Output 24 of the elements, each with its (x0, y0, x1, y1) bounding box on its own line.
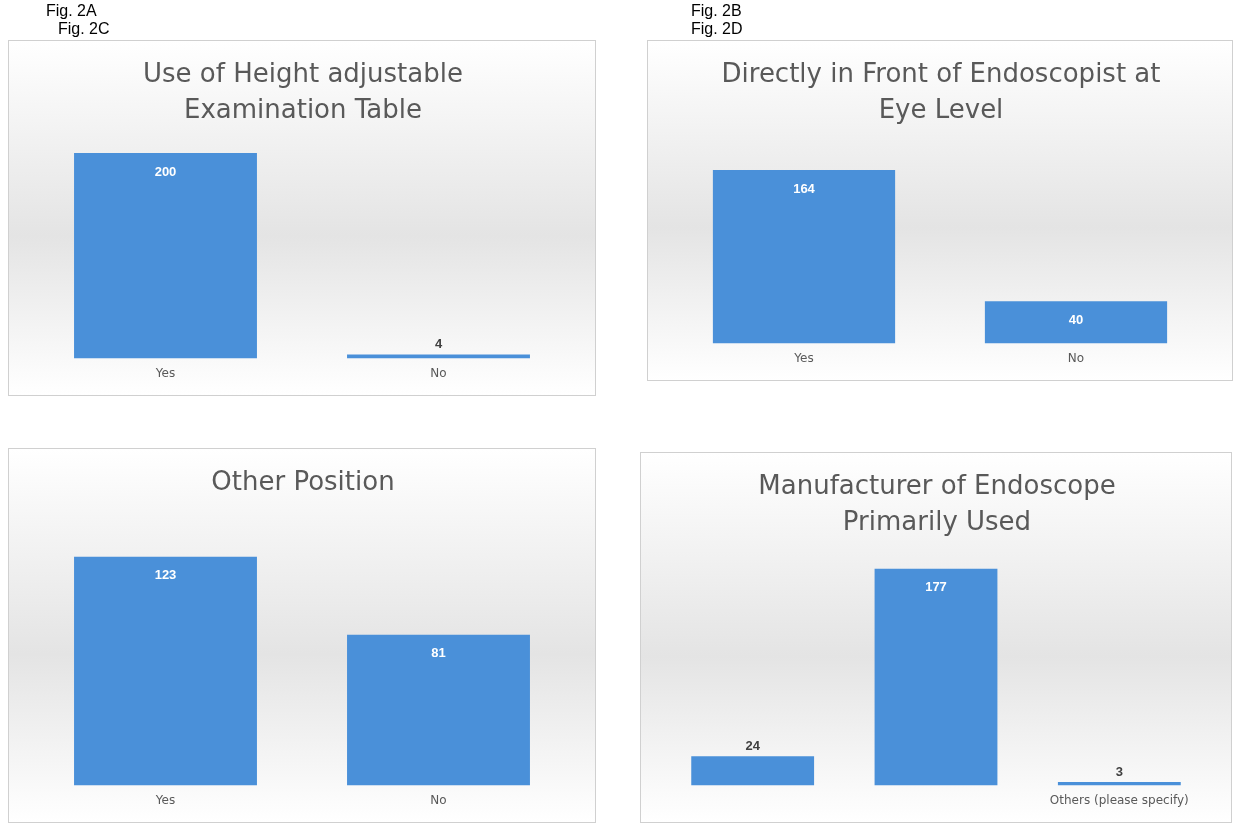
caption: Fig. 2D (691, 20, 743, 38)
data-label: 3 (1115, 763, 1123, 779)
x-tick-label: Yes (154, 365, 176, 380)
x-tick-label: No (430, 365, 447, 380)
data-label: 40 (1068, 311, 1084, 327)
x-tick-label: Yes (154, 792, 176, 807)
data-label: 81 (431, 645, 446, 661)
chart-title: Other Position (210, 465, 396, 498)
data-label: 164 (793, 180, 816, 196)
data-label: 4 (434, 336, 443, 352)
x-tick-label: No (1067, 350, 1085, 365)
chart-title: Directly in Front of Endoscopist at Eye Level (720, 57, 1162, 126)
caption: Fig. 2C (58, 20, 110, 38)
data-label: 177 (925, 579, 947, 595)
caption: Fig. 2B (691, 2, 742, 20)
data-label: 123 (154, 567, 177, 583)
chart-title: Use of Height adjustable Examination Table (142, 57, 464, 126)
chart-title: Manufacturer of Endoscope Primarily Used (757, 469, 1117, 538)
caption: Fig. 2A (46, 2, 97, 20)
x-tick-label: Yes (793, 350, 814, 365)
x-tick-label: No (430, 792, 447, 807)
data-label: 24 (745, 737, 761, 753)
x-tick-label: Others (please specify) (1049, 792, 1189, 807)
data-label: 200 (154, 163, 177, 179)
